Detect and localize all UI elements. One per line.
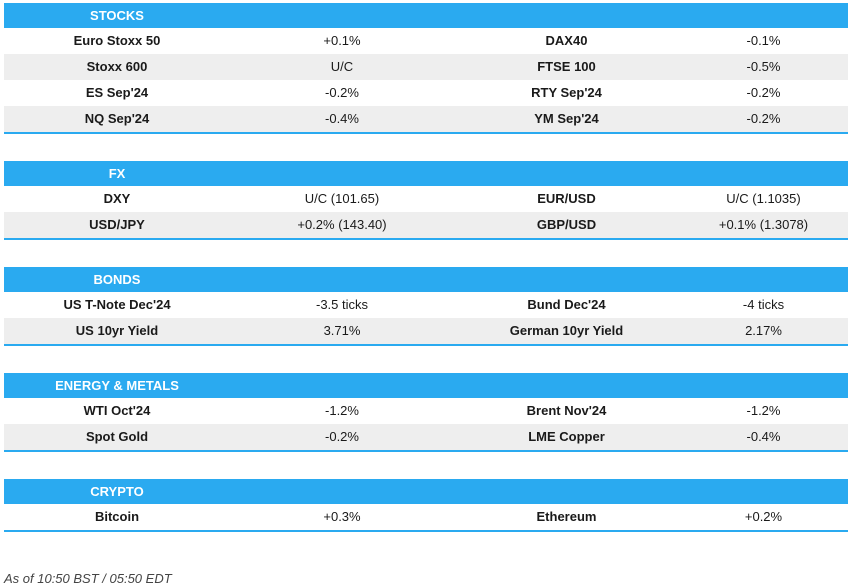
instrument-name: Bitcoin	[94, 509, 140, 524]
instrument-change: +0.2%	[744, 509, 783, 524]
instrument-change: +0.1%	[323, 33, 361, 48]
instrument-change: U/C	[330, 59, 354, 74]
section-rows: DXY U/C (101.65) EUR/USD U/C (1.1035) US…	[4, 186, 848, 240]
instrument-change: +0.3%	[323, 509, 361, 524]
instrument-change: U/C (101.65)	[304, 191, 380, 206]
instrument-change: -0.2%	[746, 111, 781, 126]
instrument-change: -4 ticks	[742, 297, 785, 312]
instrument-name: Euro Stoxx 50	[73, 33, 161, 48]
section-bonds: BONDS US T-Note Dec'24 -3.5 ticks Bund D…	[4, 267, 848, 346]
section-header: CRYPTO	[4, 479, 848, 504]
section-crypto: CRYPTO Bitcoin +0.3% Ethereum +0.2%	[4, 479, 848, 532]
instrument-change: +0.2% (143.40)	[297, 217, 387, 232]
instrument-name: DAX40	[545, 33, 588, 48]
section-rows: Bitcoin +0.3% Ethereum +0.2%	[4, 504, 848, 532]
table-row: Spot Gold -0.2% LME Copper -0.4%	[4, 424, 848, 450]
section-rows: US T-Note Dec'24 -3.5 ticks Bund Dec'24 …	[4, 292, 848, 346]
instrument-name: NQ Sep'24	[84, 111, 150, 126]
instrument-change: -0.2%	[746, 85, 781, 100]
section-stocks: STOCKS Euro Stoxx 50 +0.1% DAX40 -0.1% S…	[4, 3, 848, 134]
section-energy-metals: ENERGY & METALS WTI Oct'24 -1.2% Brent N…	[4, 373, 848, 452]
instrument-name: US 10yr Yield	[75, 323, 159, 338]
instrument-change: -0.4%	[746, 429, 781, 444]
instrument-name: ES Sep'24	[85, 85, 149, 100]
table-row: WTI Oct'24 -1.2% Brent Nov'24 -1.2%	[4, 398, 848, 424]
section-header: FX	[4, 161, 848, 186]
instrument-name: EUR/USD	[537, 191, 596, 206]
instrument-change: -0.2%	[325, 429, 359, 444]
section-header: ENERGY & METALS	[4, 373, 848, 398]
instrument-name: US T-Note Dec'24	[63, 297, 171, 312]
instrument-change: -1.2%	[325, 403, 359, 418]
table-row: NQ Sep'24 -0.4% YM Sep'24 -0.2%	[4, 106, 848, 132]
instrument-name: FTSE 100	[537, 59, 596, 74]
instrument-change: 3.71%	[323, 323, 361, 338]
instrument-name: DXY	[103, 191, 131, 206]
instrument-name: Spot Gold	[85, 429, 149, 444]
section-rows: Euro Stoxx 50 +0.1% DAX40 -0.1% Stoxx 60…	[4, 28, 848, 134]
instrument-change: -0.5%	[746, 59, 781, 74]
table-row: DXY U/C (101.65) EUR/USD U/C (1.1035)	[4, 186, 848, 212]
instrument-change: -3.5 ticks	[315, 297, 368, 312]
table-row: USD/JPY +0.2% (143.40) GBP/USD +0.1% (1.…	[4, 212, 848, 238]
section-header: BONDS	[4, 267, 848, 292]
instrument-change: 2.17%	[745, 323, 782, 338]
instrument-name: Bund Dec'24	[527, 297, 606, 312]
instrument-change: U/C (1.1035)	[726, 191, 801, 206]
section-fx: FX DXY U/C (101.65) EUR/USD U/C (1.1035)…	[4, 161, 848, 240]
instrument-name: WTI Oct'24	[83, 403, 151, 418]
instrument-name: LME Copper	[528, 429, 605, 444]
instrument-name: GBP/USD	[536, 217, 597, 232]
table-row: Euro Stoxx 50 +0.1% DAX40 -0.1%	[4, 28, 848, 54]
instrument-name: RTY Sep'24	[531, 85, 602, 100]
instrument-change: -0.1%	[746, 33, 781, 48]
timestamp-note: As of 10:50 BST / 05:50 EDT	[4, 571, 172, 586]
table-row: Stoxx 600 U/C FTSE 100 -0.5%	[4, 54, 848, 80]
instrument-name: Brent Nov'24	[526, 403, 607, 418]
section-rows: WTI Oct'24 -1.2% Brent Nov'24 -1.2% Spot…	[4, 398, 848, 452]
instrument-name: German 10yr Yield	[509, 323, 624, 338]
table-row: ES Sep'24 -0.2% RTY Sep'24 -0.2%	[4, 80, 848, 106]
table-row: US T-Note Dec'24 -3.5 ticks Bund Dec'24 …	[4, 292, 848, 318]
table-row: Bitcoin +0.3% Ethereum +0.2%	[4, 504, 848, 530]
instrument-name: Ethereum	[536, 509, 597, 524]
section-header: STOCKS	[4, 3, 848, 28]
instrument-change: -1.2%	[746, 403, 781, 418]
instrument-name: USD/JPY	[89, 217, 145, 232]
instrument-change: +0.1% (1.3078)	[718, 217, 809, 232]
instrument-change: -0.4%	[325, 111, 359, 126]
instrument-change: -0.2%	[325, 85, 359, 100]
instrument-name: Stoxx 600	[86, 59, 148, 74]
table-row: US 10yr Yield 3.71% German 10yr Yield 2.…	[4, 318, 848, 344]
instrument-name: YM Sep'24	[534, 111, 599, 126]
market-summary: STOCKS Euro Stoxx 50 +0.1% DAX40 -0.1% S…	[4, 3, 848, 559]
